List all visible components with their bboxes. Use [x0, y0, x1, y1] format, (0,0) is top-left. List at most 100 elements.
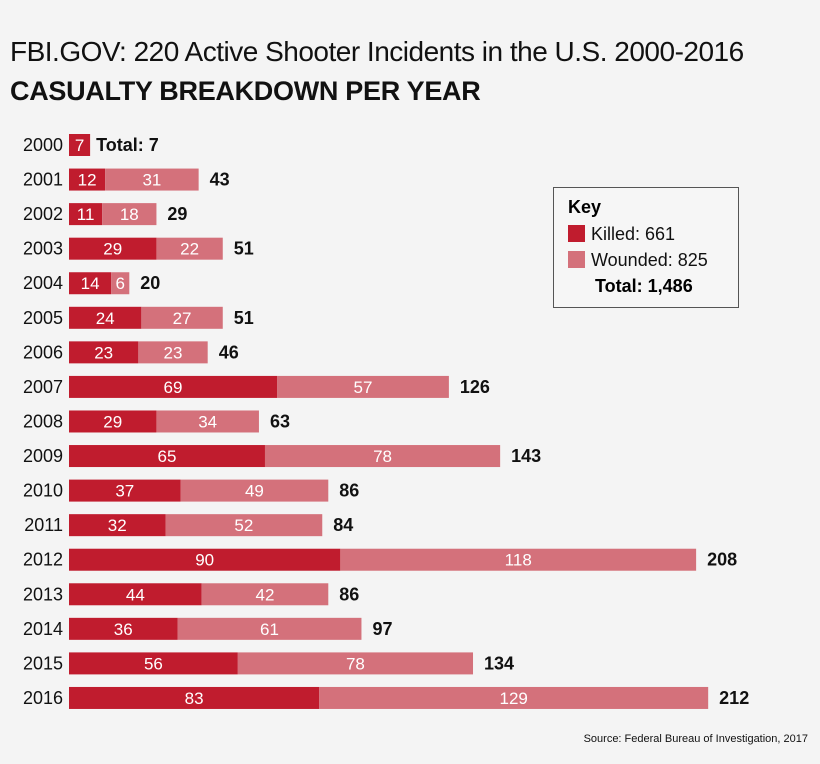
bar-killed	[69, 583, 202, 606]
year-label: 2001	[23, 170, 63, 190]
total-label: 46	[219, 342, 239, 362]
chart-title: FBI.GOV: 220 Active Shooter Incidents in…	[10, 36, 744, 67]
bar-killed	[69, 410, 157, 433]
bar-label-killed: 23	[94, 343, 113, 362]
bar-wounded	[237, 652, 474, 675]
year-label: 2003	[23, 239, 63, 259]
bar-label-killed: 36	[114, 620, 133, 639]
year-label: 2015	[23, 653, 63, 673]
bar-label-wounded: 22	[180, 240, 199, 259]
legend-total: Total: 1,486	[595, 276, 693, 296]
year-label: 2002	[23, 204, 63, 224]
year-label: 2013	[23, 584, 63, 604]
bar-wounded	[156, 410, 259, 433]
total-label: 29	[167, 204, 187, 224]
bar-label-killed: 44	[126, 585, 145, 604]
bar-label-wounded: 6	[116, 274, 125, 293]
total-label: 208	[707, 550, 737, 570]
bar-killed	[69, 652, 238, 675]
year-label: 2000	[23, 135, 63, 155]
bar-killed	[69, 686, 320, 709]
bar-wounded	[277, 375, 449, 398]
bar-label-killed: 29	[103, 240, 122, 259]
bar-label-wounded: 118	[505, 551, 532, 570]
bar-killed	[69, 134, 91, 156]
year-label: 2011	[24, 515, 63, 535]
bar-killed	[69, 341, 139, 364]
bar-label-wounded: 61	[260, 620, 279, 639]
total-label: 20	[140, 273, 160, 293]
bar-label-killed: 37	[115, 482, 134, 501]
bar-label-wounded: 78	[346, 654, 365, 673]
legend-item-killed: Killed: 661	[568, 224, 675, 245]
bar-label-wounded: 31	[142, 171, 161, 190]
bar-label-wounded: 78	[373, 447, 392, 466]
chart-subtitle: CASUALTY BREAKDOWN PER YEAR	[10, 76, 481, 106]
bar-label-wounded: 49	[245, 482, 264, 501]
bar-wounded	[105, 168, 199, 191]
year-label: 2016	[23, 688, 63, 708]
legend-label-wounded: Wounded: 825	[591, 250, 708, 270]
year-label: 2004	[23, 273, 63, 293]
bar-label-killed: 14	[81, 274, 100, 293]
year-label: 2006	[23, 342, 63, 362]
bar-wounded	[141, 306, 223, 329]
bar-killed	[69, 445, 265, 468]
total-label: 51	[234, 239, 254, 259]
total-label: 126	[460, 377, 490, 397]
total-label: 43	[210, 170, 230, 190]
bar-label-killed: 24	[96, 309, 115, 328]
bar-killed	[69, 375, 278, 398]
bar-killed	[69, 272, 112, 295]
bar-label-killed: 90	[195, 551, 214, 570]
source-note: Source: Federal Bureau of Investigation,…	[583, 733, 808, 745]
bar-label-wounded: 57	[354, 378, 373, 397]
legend: Key Killed: 661 Wounded: 825 Total: 1,48…	[553, 187, 739, 308]
bar-wounded	[264, 445, 501, 468]
total-label: 86	[339, 481, 359, 501]
total-label: 63	[270, 411, 290, 431]
bar-label-wounded: 23	[164, 343, 183, 362]
total-label: 143	[511, 446, 541, 466]
bar-wounded	[319, 686, 709, 709]
bar-killed	[69, 548, 341, 571]
bar-label-killed: 83	[185, 689, 204, 708]
bar-label-wounded: 42	[256, 585, 275, 604]
bar-label-killed: 12	[78, 171, 97, 190]
year-label: 2014	[23, 619, 63, 639]
bar-wounded	[177, 617, 362, 640]
bar-wounded	[340, 548, 697, 571]
bar-label-killed: 32	[108, 516, 127, 535]
total-label: 86	[339, 584, 359, 604]
total-label: 84	[333, 515, 353, 535]
legend-swatch-wounded	[568, 251, 585, 268]
bar-label-killed: 56	[144, 654, 163, 673]
legend-swatch-killed	[568, 225, 585, 242]
bar-label-wounded: 52	[234, 516, 253, 535]
bar-killed	[69, 203, 103, 226]
bar-killed	[69, 617, 178, 640]
bar-label-wounded: 129	[500, 689, 528, 708]
total-label: 51	[234, 308, 254, 328]
year-label: 2005	[23, 308, 63, 328]
bar-label-killed: 69	[164, 378, 183, 397]
bar-killed	[69, 514, 166, 537]
bar-wounded	[201, 583, 329, 606]
bar-wounded	[165, 514, 323, 537]
year-label: 2009	[23, 446, 63, 466]
total-label: Total: 7	[96, 135, 159, 155]
bar-killed	[69, 168, 106, 191]
bar-wounded	[180, 479, 329, 502]
bar-wounded	[111, 272, 130, 295]
legend-item-wounded: Wounded: 825	[568, 250, 708, 271]
year-label: 2012	[23, 550, 63, 570]
bar-wounded	[138, 341, 208, 364]
bar-label-killed: 29	[103, 412, 122, 431]
total-label: 97	[372, 619, 392, 639]
year-label: 2008	[23, 411, 63, 431]
legend-label-killed: Killed: 661	[591, 224, 676, 244]
bar-label-killed: 65	[158, 447, 177, 466]
bar-killed	[69, 479, 181, 502]
